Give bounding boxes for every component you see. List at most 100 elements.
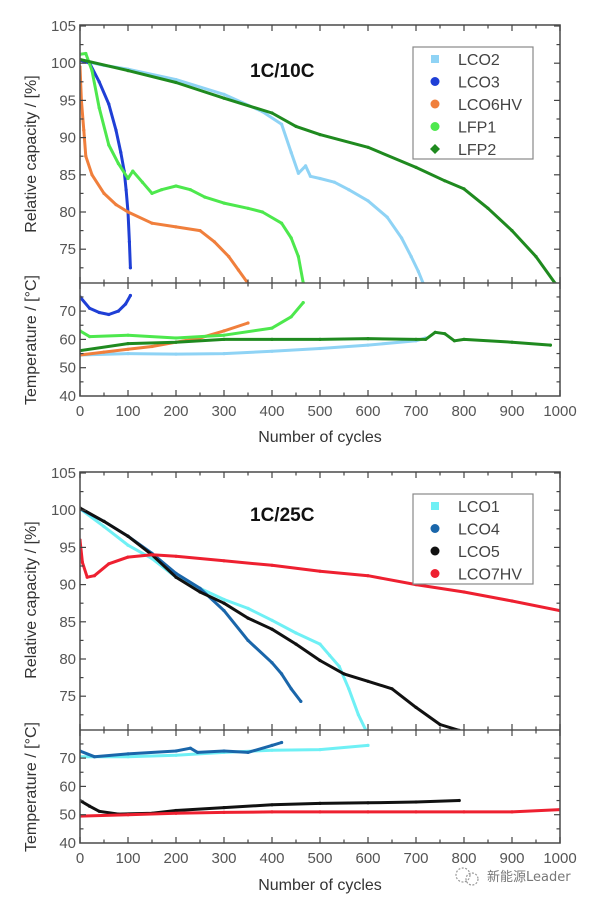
y-tick-label-capacity: 75 [59,688,76,705]
point-lco7hv-capacity [126,555,130,559]
point-lco2-capacity [332,180,336,184]
point-lco4-temperature [280,740,284,745]
legend-entry-lco6hv: LCO6HV [430,97,522,114]
point-lfp2-capacity [270,111,274,115]
point-lfp2-temperature [548,343,553,347]
point-lco7hv-capacity [150,553,154,557]
point-lco1-capacity [347,687,351,691]
point-lco1-capacity [270,618,274,622]
point-lfp2-temperature [366,337,370,341]
point-lco3-temperature [107,312,111,317]
point-lco1-capacity [337,664,341,669]
x-tick-label: 600 [355,403,380,420]
y-tick-label-capacity: 100 [51,502,76,519]
point-lco7hv-temperature [462,810,466,814]
x-axis-label: Number of cycles [258,877,382,894]
point-lfp1-capacity [188,188,192,192]
x-tick-label: 300 [211,403,236,420]
point-lco1-capacity [126,543,130,547]
point-lco3-temperature [116,309,120,313]
point-lco7hv-capacity [510,599,514,603]
y-tick-label-capacity: 105 [51,18,76,35]
x-tick-label: 0 [76,403,84,420]
legend: LCO2 LCO3 LCO6HV LFP1 LFP2 [412,46,534,160]
point-lfp1-capacity [116,162,120,166]
point-lfp2-temperature [126,342,130,346]
point-lco5-capacity [198,590,202,594]
point-lfp1-capacity [131,169,135,173]
x-tick-label: 500 [307,850,332,867]
point-lco4-temperature [270,743,274,748]
legend-marker-diamond [430,144,440,154]
legend-entry-lco5: LCO5 [430,544,500,561]
point-lfp2-temperature [433,330,437,334]
y-tick-label-capacity: 95 [59,539,76,556]
point-lco7hv-temperature [174,811,178,815]
y-tick-label-capacity: 90 [59,577,76,594]
point-lco7hv-capacity [174,554,178,558]
point-lco5-temperature [270,803,274,807]
legend-label: LCO5 [458,544,500,561]
y-axis-label-capacity: Relative capacity / [%] [23,75,40,232]
point-lco7hv-capacity [222,559,226,563]
point-lco3-capacity [107,102,111,106]
y-tick-label-capacity: 105 [51,465,76,482]
point-lfp1-capacity [203,195,207,199]
point-lco1-capacity [150,557,154,561]
point-lco6hv-capacity [236,268,240,272]
series-lco5-temperature [80,799,461,816]
point-lfp1-capacity [174,184,178,188]
point-lco2-capacity [280,122,284,126]
point-lfp1-temperature [289,315,293,319]
point-lco1-temperature [126,755,130,759]
point-lco5-temperature [88,804,92,808]
point-lco2-capacity [318,176,322,181]
point-lco2-capacity [289,150,293,155]
point-lco4-capacity [222,609,226,613]
legend-entry-lco3: LCO3 [430,75,500,92]
y-tick-label-temperature: 50 [59,807,76,824]
legend-marker-circle [430,569,440,578]
capacity-plot-area [80,506,560,730]
point-lco7hv-temperature [318,810,322,814]
series-lco1-capacity [80,507,368,730]
point-lfp1-capacity [140,180,144,184]
point-lco3-temperature [124,302,128,306]
point-lfp1-capacity [126,176,130,181]
point-lco7hv-capacity [318,569,322,573]
point-lco2-temperature [270,349,274,353]
point-lco1-capacity [246,606,250,611]
y-axis-label-temperature: Temperature / [°C] [23,275,40,405]
series-lco6hv-temperature [80,321,250,357]
point-lco6hv-temperature [102,350,106,354]
point-lfp1-temperature [88,335,92,339]
point-lfp2-capacity [222,96,226,100]
point-lco6hv-capacity [174,225,178,229]
point-lco4-capacity [246,638,250,643]
legend-entry-lco1: LCO1 [431,499,500,516]
point-lco6hv-capacity [102,191,106,195]
y-tick-label-capacity: 85 [59,167,76,184]
legend-label: LCO1 [458,499,500,516]
series-lfp1-temperature [80,301,305,340]
legend: LCO1 LCO4 LCO5 LCO7HV [412,493,534,585]
point-lco2-capacity [222,92,226,96]
x-tick-label: 400 [259,850,284,867]
point-lco5-capacity [222,601,226,605]
point-lfp2-temperature [424,337,428,341]
point-lco6hv-capacity [150,221,154,225]
point-lco5-temperature [366,801,370,805]
point-lfp1-temperature [270,326,274,330]
point-lfp2-capacity [366,145,370,149]
point-lco7hv-temperature [126,813,130,817]
point-lco1-temperature [270,748,274,752]
x-axis-label: Number of cycles [258,429,382,446]
point-lco5-capacity [294,642,298,646]
x-tick-label: 800 [451,850,476,867]
point-lco2-capacity [416,269,420,274]
legend-marker-circle [430,77,440,86]
point-lco7hv-capacity [80,560,84,564]
x-tick-label: 1000 [543,850,576,867]
point-lfp2-capacity [174,80,178,85]
point-lco2-capacity [409,255,413,259]
